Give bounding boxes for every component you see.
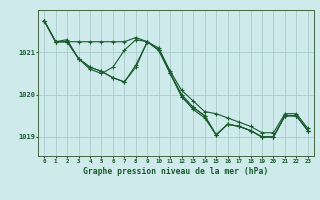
X-axis label: Graphe pression niveau de la mer (hPa): Graphe pression niveau de la mer (hPa) [84, 167, 268, 176]
